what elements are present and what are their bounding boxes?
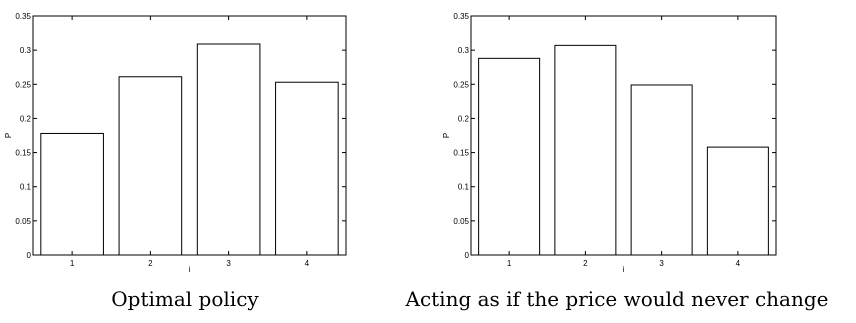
bar-4 [275, 81, 339, 256]
x-tick-label: 4 [305, 259, 310, 268]
plot-frame [32, 15, 347, 256]
y-tick-label: 0.25 [453, 80, 469, 89]
y-tick-label: 0.3 [20, 46, 32, 55]
bar-3 [196, 43, 261, 256]
y-axis-label: P [4, 133, 13, 138]
bar-1 [478, 57, 541, 256]
bar-4 [706, 146, 769, 256]
chart-caption: Optimal policy [111, 287, 259, 311]
x-tick-label: 1 [70, 259, 75, 268]
y-axis-label: P [442, 133, 451, 138]
y-tick-label: 0.15 [15, 149, 31, 158]
y-tick-label: 0.2 [458, 114, 470, 123]
plot-frame [470, 15, 777, 256]
y-tick-label: 0.1 [458, 183, 470, 192]
y-tick-label: 0.3 [458, 46, 470, 55]
y-tick-label: 0.35 [15, 12, 31, 21]
y-tick-label: 0.2 [20, 114, 32, 123]
y-tick-label: 0.25 [15, 80, 31, 89]
y-tick-label: 0.05 [453, 217, 469, 226]
x-tick-label: 2 [148, 259, 153, 268]
x-tick-label: 3 [659, 259, 664, 268]
bar-1 [40, 132, 104, 256]
x-tick-label: 3 [226, 259, 231, 268]
chart-caption: Acting as if the price would never chang… [405, 287, 829, 311]
y-tick-label: 0.35 [453, 12, 469, 21]
chart-constant-price: 0 0.05 0.1 0.15 0.2 0.25 0.3 0.35 1 2 3 4 i P Acting a… [405, 12, 829, 311]
x-tick-label: 1 [507, 259, 512, 268]
x-tick-label: 4 [736, 259, 741, 268]
y-tick-label: 0.15 [453, 149, 469, 158]
chart-optimal-policy: 0 0.05 0.1 0.15 0.2 0.25 0.3 0.35 1 2 3 4 i P Optimal … [4, 12, 347, 311]
x-axis-label: i [189, 265, 191, 274]
bar-3 [630, 84, 693, 256]
bar-2 [118, 76, 183, 256]
y-tick-label: 0.05 [15, 217, 31, 226]
y-tick-label: 0 [465, 251, 470, 260]
x-axis-label: i [623, 265, 625, 274]
y-tick-label: 0 [27, 251, 32, 260]
bar-2 [554, 44, 617, 256]
y-tick-label: 0.1 [20, 183, 32, 192]
x-tick-label: 2 [583, 259, 588, 268]
